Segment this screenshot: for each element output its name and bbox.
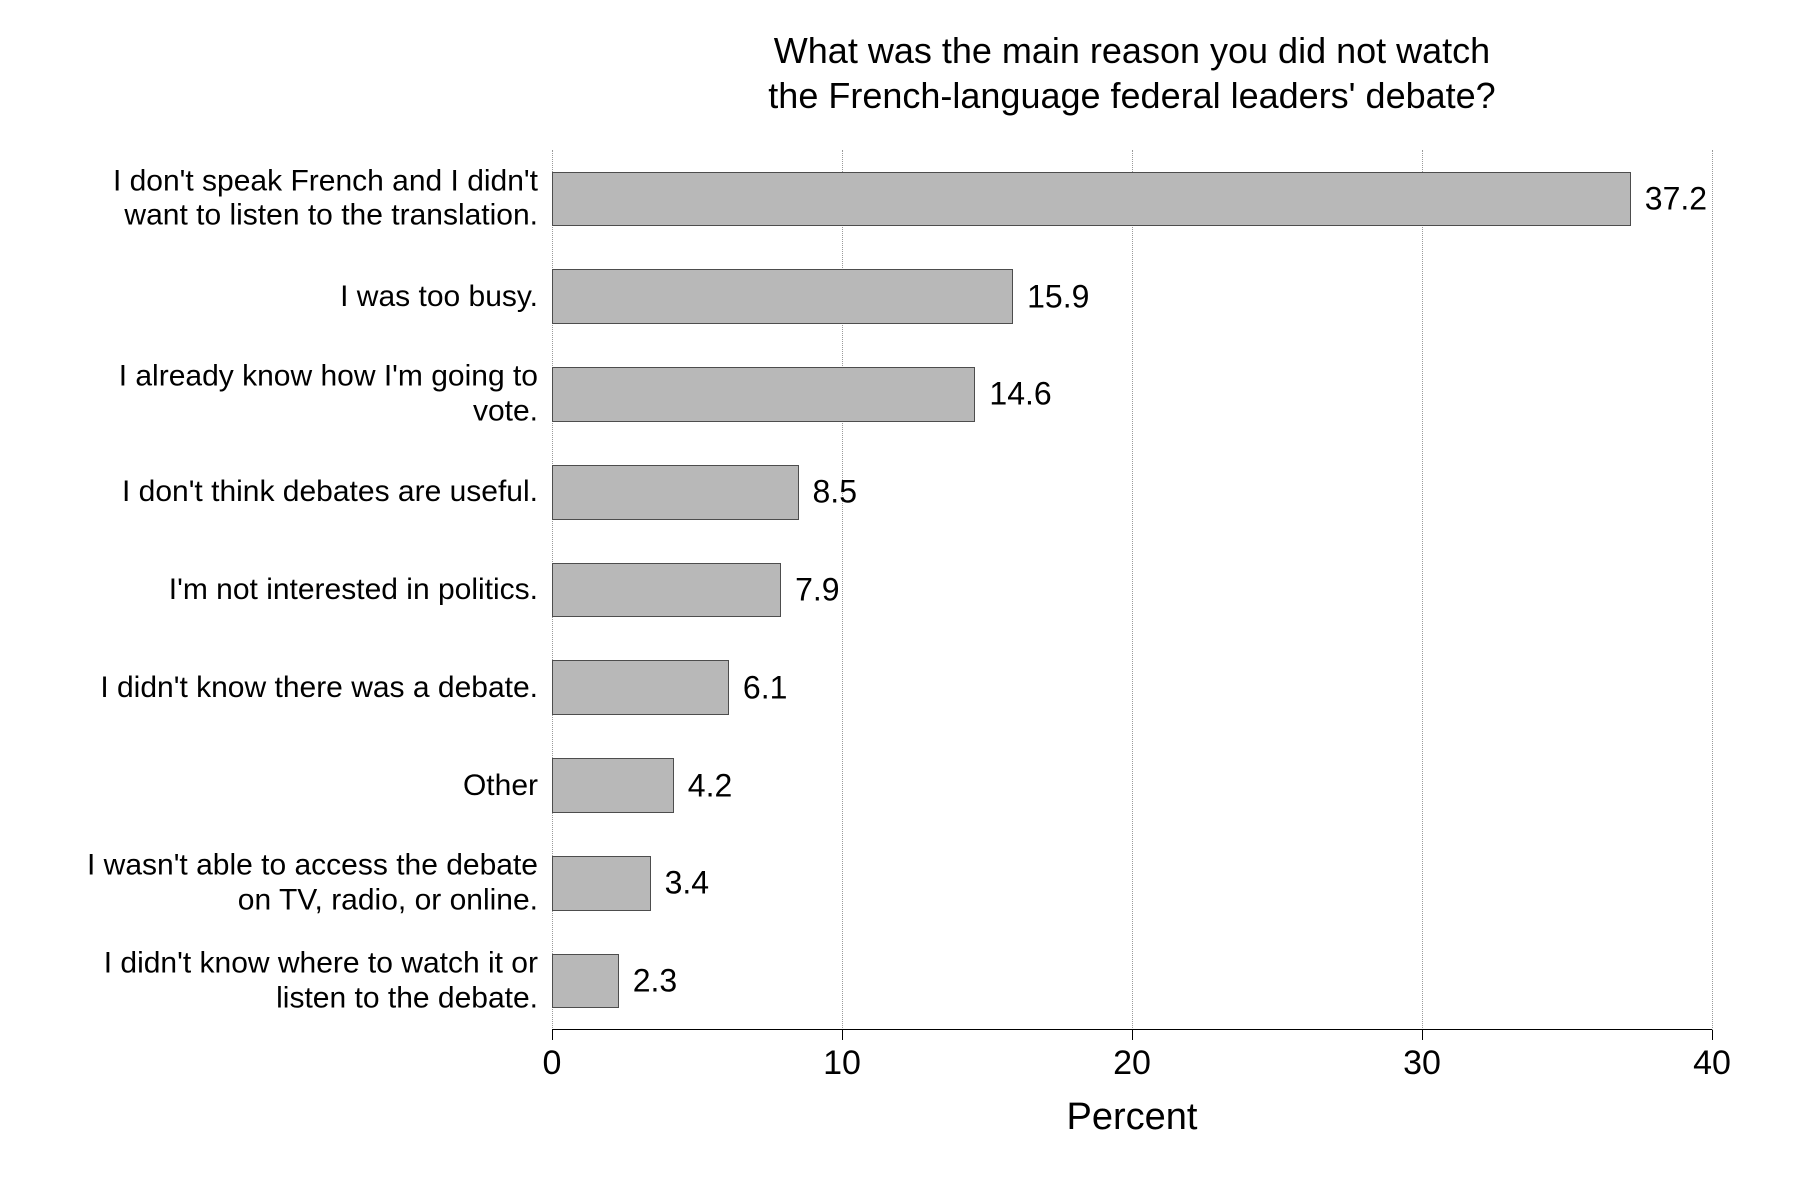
bar-value-label: 7.9 [795,571,839,608]
x-tick-label: 20 [1113,1044,1151,1083]
bar-row: I don't speak French and I didn't want t… [552,150,1712,248]
y-axis-label: I didn't know where to watch it or liste… [18,947,552,1016]
bar-row: I don't think debates are useful.8.5 [552,443,1712,541]
y-axis-label: I don't think debates are useful. [18,475,552,510]
bar [552,954,619,1009]
y-axis-label: I was too busy. [18,279,552,314]
bar-row: I was too busy.15.9 [552,248,1712,346]
x-tick [1132,1030,1133,1040]
bar [552,367,975,422]
chart-title-line1: What was the main reason you did not wat… [774,30,1490,71]
bar [552,172,1631,227]
y-axis-label: I already know how I'm going to vote. [18,360,552,429]
x-tick-label: 30 [1403,1044,1441,1083]
bar-value-label: 15.9 [1027,278,1089,315]
bar [552,465,799,520]
bar-value-label: 3.4 [665,865,709,902]
bar-row: I didn't know where to watch it or liste… [552,932,1712,1030]
bar-value-label: 2.3 [633,963,677,1000]
bar-value-label: 6.1 [743,669,787,706]
bar [552,563,781,618]
chart-title-line2: the French-language federal leaders' deb… [768,75,1495,116]
bar-row: I already know how I'm going to vote.14.… [552,346,1712,444]
bar [552,660,729,715]
bar [552,856,651,911]
y-axis-label: I wasn't able to access the debate on TV… [18,849,552,918]
bar-value-label: 8.5 [813,474,857,511]
x-tick [552,1030,553,1040]
x-tick-label: 0 [543,1044,562,1083]
chart-title: What was the main reason you did not wat… [552,28,1712,118]
chart-container: What was the main reason you did not wat… [0,0,1797,1197]
plot-area: I don't speak French and I didn't want t… [552,150,1712,1030]
gridline [1712,150,1713,1030]
x-tick-label: 40 [1693,1044,1731,1083]
y-axis-label: I didn't know there was a debate. [18,671,552,706]
bar-row: I wasn't able to access the debate on TV… [552,834,1712,932]
x-tick [1422,1030,1423,1040]
y-axis-label: I don't speak French and I didn't want t… [18,164,552,233]
bar-value-label: 4.2 [688,767,732,804]
x-tick [1712,1030,1713,1040]
bar-value-label: 37.2 [1645,180,1707,217]
bar-row: I didn't know there was a debate.6.1 [552,639,1712,737]
x-axis-title: Percent [1067,1096,1198,1139]
bar [552,269,1013,324]
bar [552,758,674,813]
bar-row: Other4.2 [552,737,1712,835]
x-tick-label: 10 [823,1044,861,1083]
y-axis-label: I'm not interested in politics. [18,573,552,608]
x-tick [842,1030,843,1040]
y-axis-label: Other [18,768,552,803]
bar-value-label: 14.6 [989,376,1051,413]
bar-row: I'm not interested in politics.7.9 [552,541,1712,639]
